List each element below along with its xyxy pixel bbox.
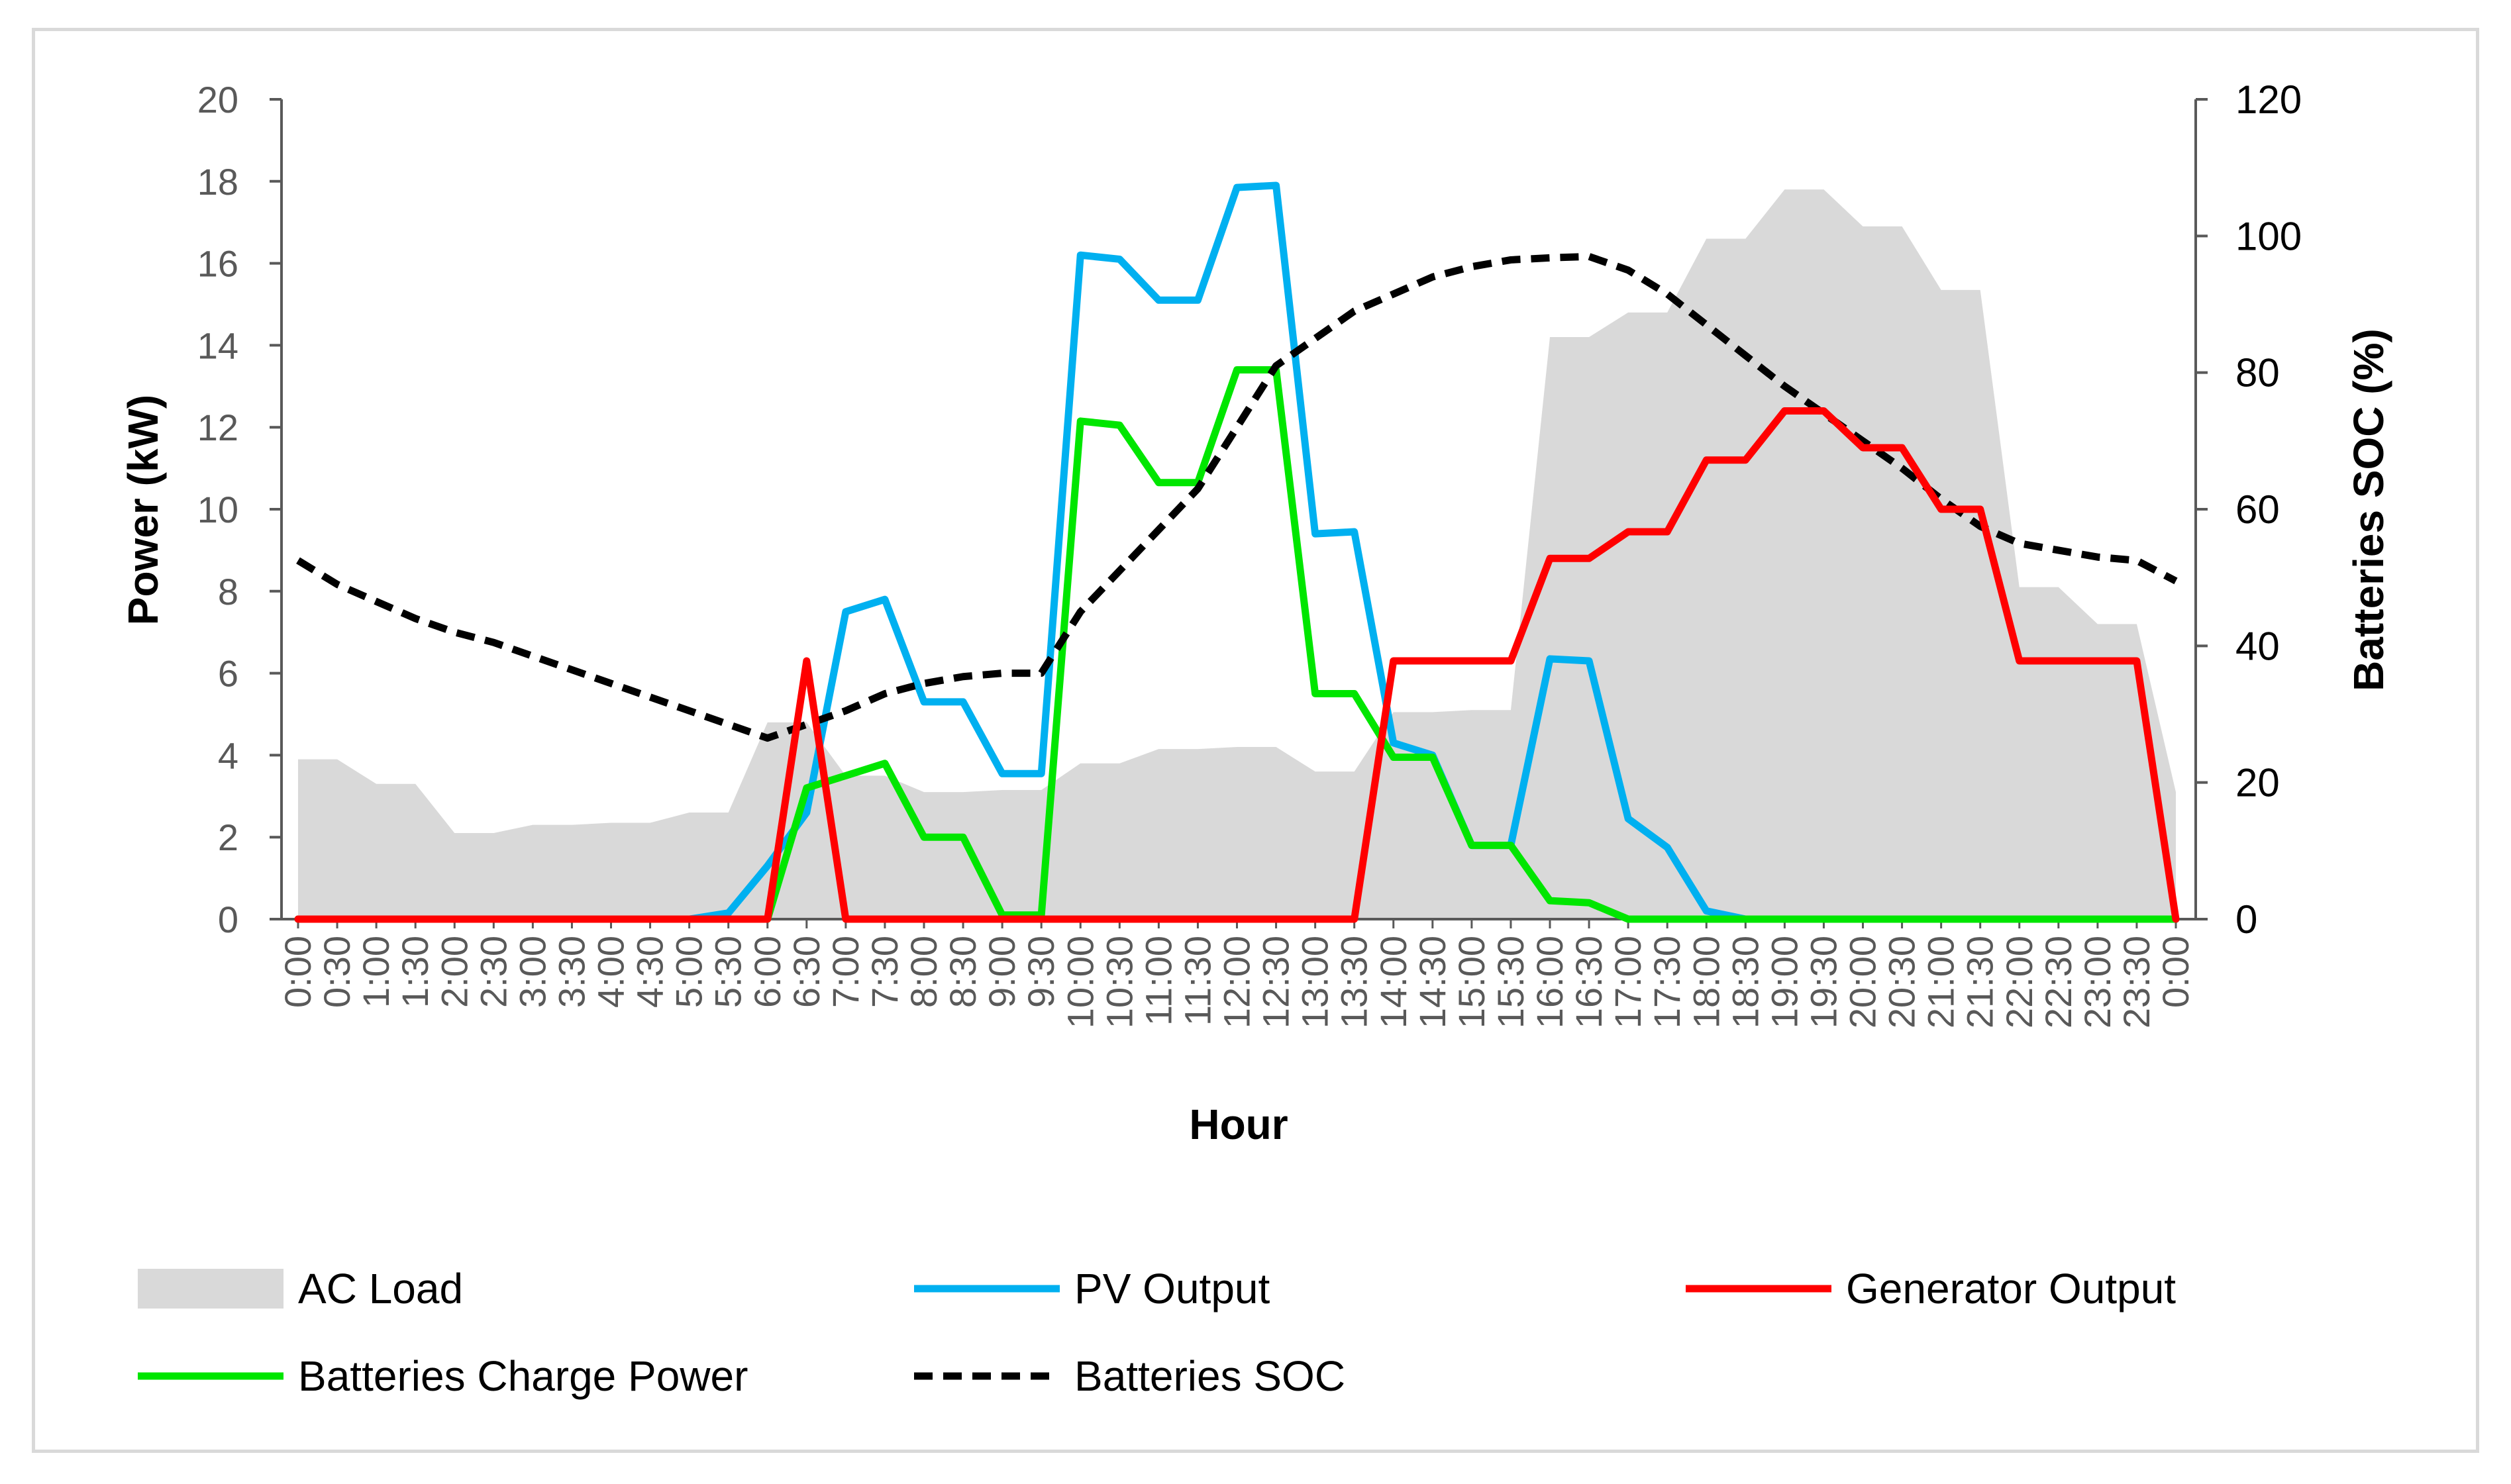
- right-y-tick-label: 40: [2235, 624, 2280, 668]
- x-tick-label: 22:30: [2037, 936, 2079, 1028]
- x-tick-label: 8:00: [903, 936, 945, 1008]
- legend-swatch-ac-load: [138, 1269, 283, 1309]
- x-tick-label: 12:30: [1255, 936, 1297, 1028]
- left-y-tick-label: 8: [218, 571, 238, 613]
- x-tick-label: 17:30: [1646, 936, 1688, 1028]
- x-tick-label: 2:00: [433, 936, 475, 1008]
- right-y-axis-title: Batteries SOC (%): [2345, 328, 2392, 691]
- x-tick-label: 19:00: [1763, 936, 1805, 1028]
- x-tick-label: 6:00: [746, 936, 788, 1008]
- x-tick-label: 21:30: [1959, 936, 2001, 1028]
- x-tick-label: 20:00: [1842, 936, 1884, 1028]
- x-tick-label: 22:00: [1998, 936, 2040, 1028]
- x-tick-label: 7:00: [825, 936, 866, 1008]
- right-y-tick-label: 0: [2235, 897, 2257, 942]
- x-tick-label: 11:30: [1176, 936, 1218, 1026]
- x-tick-label: 5:30: [707, 936, 749, 1008]
- legend-label-batteries-charge-power: Batteries Charge Power: [298, 1352, 748, 1400]
- x-axis-title: Hour: [1189, 1101, 1288, 1148]
- x-tick-label: 16:00: [1529, 936, 1570, 1028]
- x-tick-label: 14:30: [1411, 936, 1453, 1028]
- left-y-tick-label: 14: [197, 324, 238, 366]
- x-tick-label: 3:00: [511, 936, 553, 1008]
- legend: AC Load PV Output Generator Output Batte…: [138, 1265, 2176, 1400]
- x-tick-label: 0:30: [316, 936, 358, 1008]
- x-tick-label: 7:30: [864, 936, 905, 1008]
- left-y-axis-title: Power (kW): [119, 395, 167, 625]
- legend-label-generator-output: Generator Output: [1846, 1265, 2176, 1312]
- x-tick-label: 18:00: [1685, 936, 1727, 1028]
- tick-labels-layer: 024681012141618200204060801001200:000:30…: [197, 77, 2302, 1028]
- x-tick-label: 15:00: [1451, 936, 1492, 1028]
- x-tick-label: 18:30: [1724, 936, 1766, 1028]
- x-tick-label: 15:30: [1490, 936, 1531, 1028]
- x-tick-label: 21:00: [1920, 936, 1962, 1028]
- legend-label-pv-output: PV Output: [1074, 1265, 1270, 1312]
- series-ac-load-area: [298, 189, 2176, 920]
- x-tick-label: 0:00: [277, 936, 319, 1008]
- x-tick-label: 9:30: [1020, 936, 1062, 1008]
- x-tick-label: 23:00: [2076, 936, 2118, 1028]
- left-y-tick-label: 0: [218, 899, 238, 940]
- x-tick-label: 11:00: [1137, 936, 1179, 1026]
- x-tick-label: 4:00: [590, 936, 632, 1008]
- x-tick-label: 2:30: [472, 936, 514, 1008]
- x-tick-label: 8:30: [942, 936, 984, 1008]
- left-y-tick-label: 6: [218, 653, 238, 695]
- right-y-tick-label: 100: [2235, 214, 2302, 258]
- right-y-tick-label: 80: [2235, 351, 2280, 395]
- series-lines-layer: [294, 181, 2180, 923]
- left-y-tick-label: 20: [197, 79, 238, 121]
- legend-label-batteries-soc: Batteries SOC: [1074, 1352, 1345, 1400]
- x-tick-label: 3:30: [550, 936, 592, 1008]
- x-tick-label: 13:30: [1333, 936, 1375, 1028]
- left-y-tick-label: 18: [197, 161, 238, 203]
- right-y-tick-label: 120: [2235, 77, 2302, 122]
- x-tick-label: 9:00: [981, 936, 1023, 1008]
- right-y-tick-label: 20: [2235, 761, 2280, 805]
- x-tick-label: 10:00: [1059, 936, 1101, 1028]
- x-tick-label: 6:30: [786, 936, 827, 1008]
- right-y-tick-label: 60: [2235, 487, 2280, 532]
- x-tick-label: 17:00: [1607, 936, 1649, 1028]
- left-y-tick-label: 10: [197, 489, 238, 530]
- x-tick-label: 12:00: [1216, 936, 1258, 1028]
- x-tick-label: 14:00: [1372, 936, 1414, 1028]
- x-tick-label: 5:00: [668, 936, 710, 1008]
- left-y-tick-label: 12: [197, 407, 238, 448]
- series-batteries-soc-line: [296, 252, 2178, 742]
- left-y-tick-label: 16: [197, 243, 238, 285]
- x-tick-label: 4:30: [629, 936, 671, 1008]
- x-tick-label: 19:30: [1802, 936, 1844, 1028]
- x-tick-label: 10:30: [1098, 936, 1140, 1028]
- x-tick-label: 1:00: [355, 936, 397, 1008]
- x-tick-label: 0:00: [2155, 936, 2196, 1008]
- series-generator-output-line: [294, 407, 2180, 923]
- left-y-tick-label: 2: [218, 816, 238, 858]
- x-tick-label: 23:30: [2116, 936, 2157, 1028]
- x-tick-label: 13:00: [1294, 936, 1336, 1028]
- left-y-tick-label: 4: [218, 734, 238, 776]
- x-tick-label: 20:30: [1881, 936, 1923, 1028]
- ac-load-area-layer: [298, 189, 2176, 920]
- legend-label-ac-load: AC Load: [298, 1265, 463, 1312]
- x-tick-label: 16:30: [1568, 936, 1610, 1028]
- x-tick-label: 1:30: [394, 936, 436, 1008]
